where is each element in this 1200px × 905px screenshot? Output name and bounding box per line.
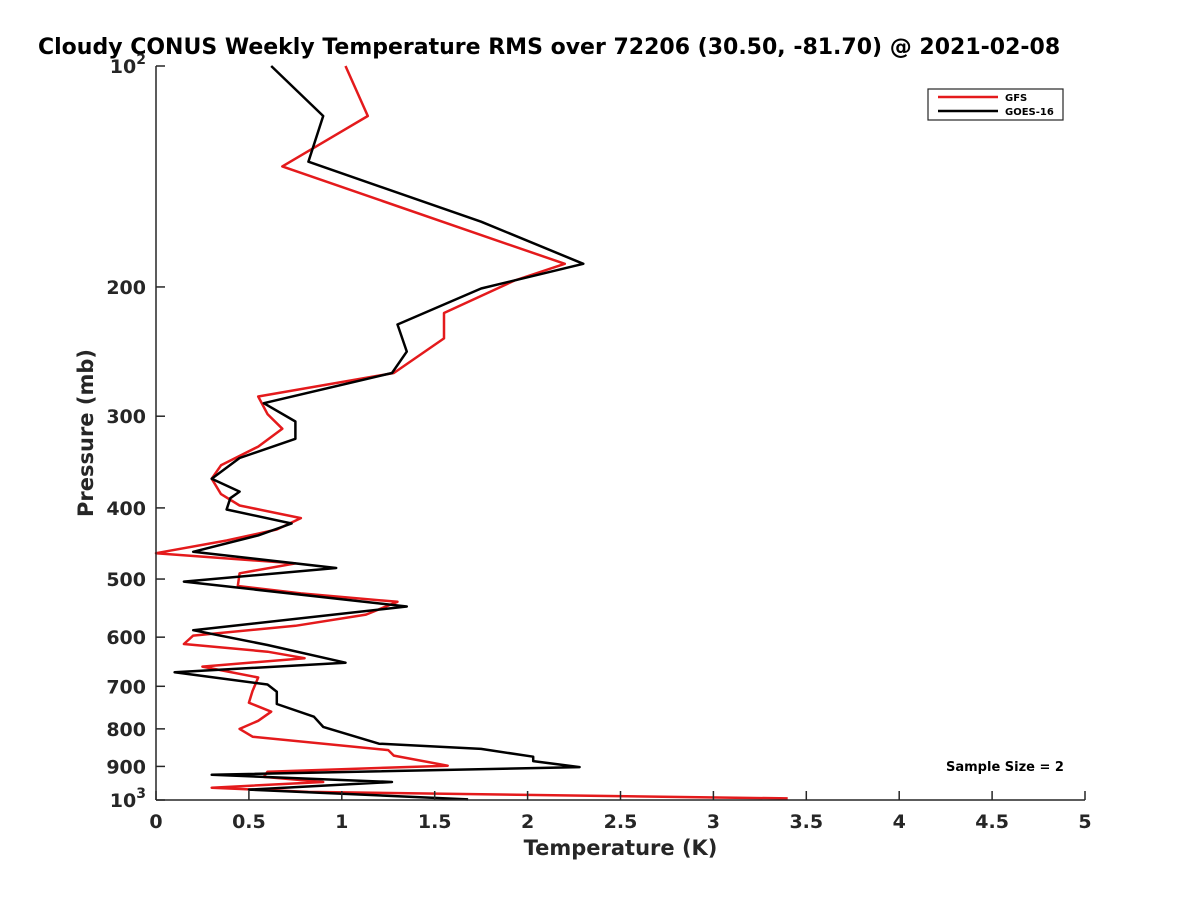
y-tick-label: 200 — [106, 277, 146, 299]
y-tick-label: 103 — [110, 786, 146, 812]
y-tick-label: 700 — [106, 676, 146, 698]
x-tick-label: 4.5 — [975, 811, 1009, 833]
x-tick-label: 1.5 — [418, 811, 452, 833]
x-tick-label: 5 — [1078, 811, 1091, 833]
y-tick-label-exponent: 2 — [136, 52, 146, 68]
x-tick-label: 2 — [521, 811, 534, 833]
y-tick-label-base: 10 — [110, 56, 136, 78]
series-layer — [154, 65, 788, 801]
x-axis-label: Temperature (K) — [524, 836, 718, 860]
legend-label-goes16: GOES-16 — [1005, 107, 1054, 118]
legend: GFS GOES-16 — [927, 88, 1064, 121]
series-line-gfs — [154, 65, 788, 800]
y-tick-label-exponent: 3 — [136, 786, 146, 802]
x-tick-label: 1 — [335, 811, 348, 833]
y-tick-label: 500 — [106, 569, 146, 591]
plot-area — [156, 66, 1085, 800]
y-tick-label: 300 — [106, 406, 146, 428]
chart-title: Cloudy CONUS Weekly Temperature RMS over… — [38, 35, 1060, 60]
y-tick-label: 102 — [110, 52, 146, 78]
legend-label-gfs: GFS — [1005, 93, 1027, 104]
y-tick-label: 900 — [106, 756, 146, 778]
x-axis-ticks: 0 0.5 1 1.5 2 2.5 3 3.5 4 4.5 5 — [149, 791, 1092, 833]
y-tick-label: 800 — [106, 719, 146, 741]
x-tick-label: 0 — [149, 811, 162, 833]
x-tick-label: 2.5 — [604, 811, 638, 833]
x-tick-label: 3 — [707, 811, 720, 833]
y-tick-label: 600 — [106, 627, 146, 649]
y-axis-label: Pressure (mb) — [74, 349, 98, 517]
sample-size-annotation: Sample Size = 2 — [946, 760, 1064, 775]
x-tick-label: 0.5 — [232, 811, 266, 833]
y-tick-label: 400 — [106, 498, 146, 520]
y-tick-label-base: 10 — [110, 790, 136, 812]
x-tick-label: 4 — [893, 811, 906, 833]
series-line-goes16 — [173, 65, 585, 801]
legend-box — [927, 88, 1064, 121]
x-tick-label: 3.5 — [789, 811, 823, 833]
